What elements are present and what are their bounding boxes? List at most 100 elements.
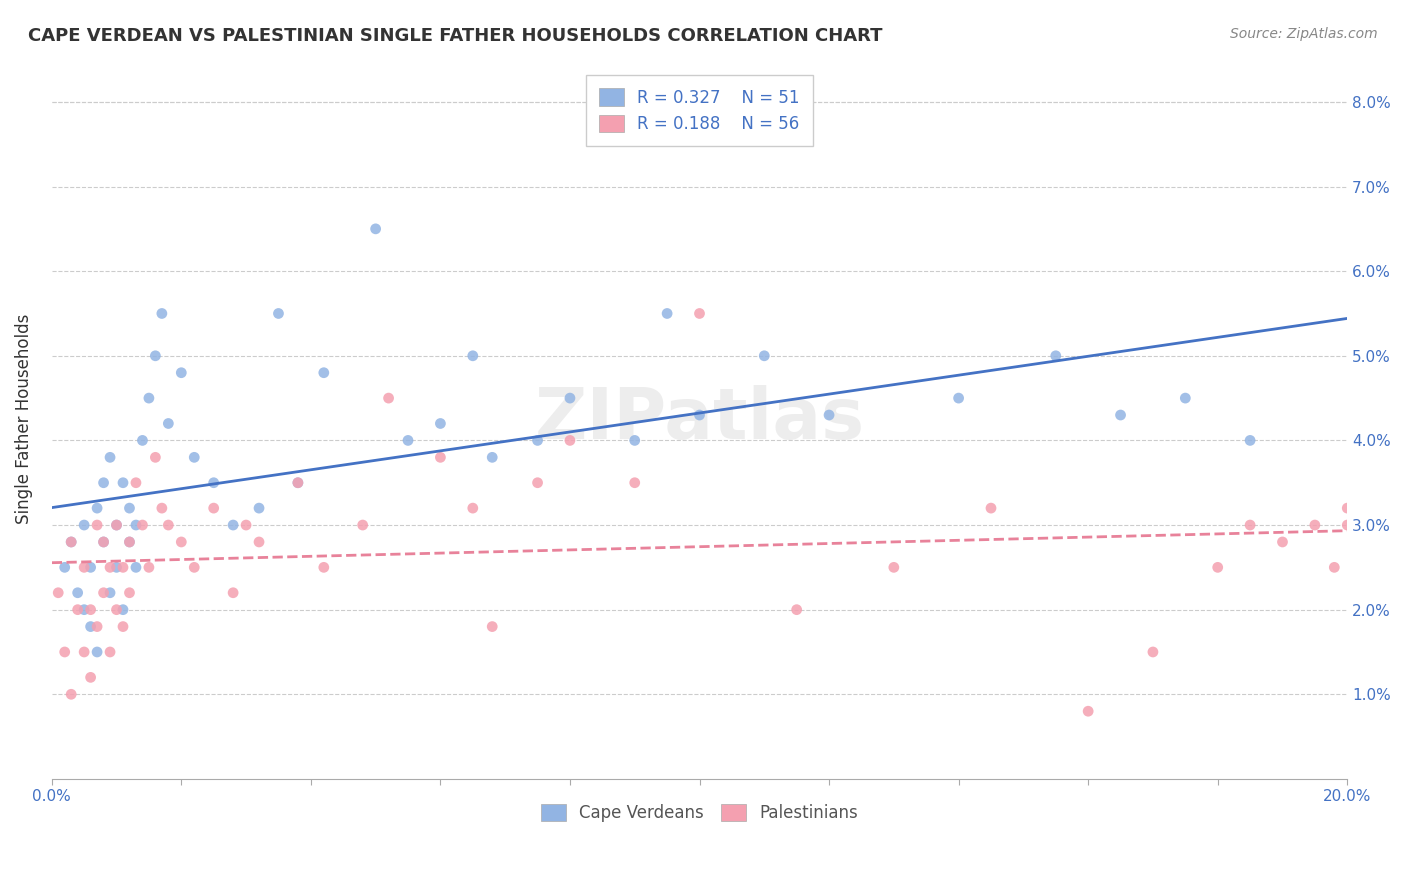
- Point: [118, 535, 141, 549]
- Point: [79, 602, 101, 616]
- Point: [145, 349, 167, 363]
- Point: [98, 586, 121, 600]
- Point: [1045, 349, 1067, 363]
- Point: [46, 586, 69, 600]
- Point: [481, 450, 503, 465]
- Point: [526, 475, 548, 490]
- Point: [73, 560, 96, 574]
- Point: [93, 586, 115, 600]
- Point: [1142, 645, 1164, 659]
- Point: [222, 586, 245, 600]
- Point: [377, 391, 399, 405]
- Point: [111, 602, 134, 616]
- Point: [526, 434, 548, 448]
- Text: ZIPatlas: ZIPatlas: [534, 384, 865, 454]
- Point: [461, 349, 484, 363]
- Point: [1109, 408, 1132, 422]
- Point: [53, 645, 76, 659]
- Point: [461, 501, 484, 516]
- Point: [131, 518, 153, 533]
- Point: [125, 475, 148, 490]
- Point: [202, 501, 225, 516]
- Legend: Cape Verdeans, Palestinians: Cape Verdeans, Palestinians: [527, 790, 872, 835]
- Point: [558, 391, 581, 405]
- Point: [1336, 501, 1358, 516]
- Text: Source: ZipAtlas.com: Source: ZipAtlas.com: [1230, 27, 1378, 41]
- Point: [60, 535, 83, 549]
- Point: [481, 619, 503, 633]
- Point: [786, 602, 808, 616]
- Point: [125, 560, 148, 574]
- Point: [86, 501, 108, 516]
- Y-axis label: Single Father Households: Single Father Households: [15, 314, 32, 524]
- Point: [73, 518, 96, 533]
- Point: [1174, 391, 1197, 405]
- Point: [818, 408, 841, 422]
- Point: [396, 434, 419, 448]
- Point: [86, 619, 108, 633]
- Point: [93, 535, 115, 549]
- Point: [150, 306, 173, 320]
- Point: [183, 560, 205, 574]
- Point: [157, 417, 180, 431]
- Point: [429, 417, 451, 431]
- Point: [364, 222, 387, 236]
- Point: [111, 475, 134, 490]
- Point: [287, 475, 309, 490]
- Point: [73, 645, 96, 659]
- Point: [429, 450, 451, 465]
- Point: [66, 602, 89, 616]
- Point: [105, 560, 128, 574]
- Point: [1206, 560, 1229, 574]
- Point: [138, 560, 160, 574]
- Point: [150, 501, 173, 516]
- Point: [623, 434, 645, 448]
- Point: [105, 518, 128, 533]
- Point: [170, 535, 193, 549]
- Point: [352, 518, 374, 533]
- Point: [1323, 560, 1346, 574]
- Point: [53, 560, 76, 574]
- Point: [138, 391, 160, 405]
- Point: [157, 518, 180, 533]
- Point: [312, 366, 335, 380]
- Point: [118, 501, 141, 516]
- Point: [1303, 518, 1326, 533]
- Point: [222, 518, 245, 533]
- Point: [655, 306, 678, 320]
- Point: [312, 560, 335, 574]
- Point: [883, 560, 905, 574]
- Point: [1077, 704, 1099, 718]
- Point: [86, 645, 108, 659]
- Point: [79, 619, 101, 633]
- Point: [267, 306, 290, 320]
- Point: [754, 349, 776, 363]
- Point: [125, 518, 148, 533]
- Point: [170, 366, 193, 380]
- Point: [980, 501, 1002, 516]
- Point: [287, 475, 309, 490]
- Point: [183, 450, 205, 465]
- Point: [1239, 434, 1261, 448]
- Point: [131, 434, 153, 448]
- Point: [1336, 518, 1358, 533]
- Point: [93, 535, 115, 549]
- Point: [235, 518, 257, 533]
- Point: [689, 408, 711, 422]
- Point: [98, 560, 121, 574]
- Point: [247, 535, 270, 549]
- Point: [558, 434, 581, 448]
- Point: [145, 450, 167, 465]
- Point: [98, 645, 121, 659]
- Point: [105, 518, 128, 533]
- Point: [247, 501, 270, 516]
- Point: [202, 475, 225, 490]
- Point: [79, 670, 101, 684]
- Point: [60, 535, 83, 549]
- Point: [79, 560, 101, 574]
- Point: [948, 391, 970, 405]
- Point: [86, 518, 108, 533]
- Point: [111, 560, 134, 574]
- Point: [689, 306, 711, 320]
- Point: [73, 602, 96, 616]
